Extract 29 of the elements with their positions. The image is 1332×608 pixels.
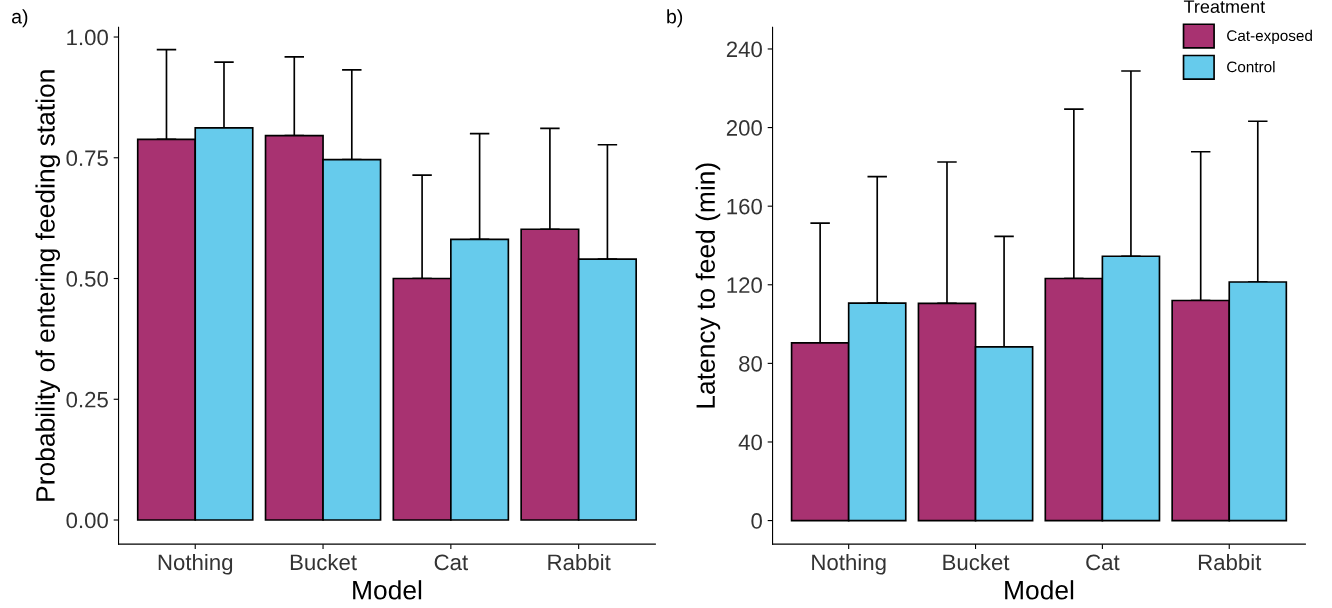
y-axis-title: Probability of entering feeding station — [35, 70, 61, 501]
chart-title: a) — [12, 9, 28, 28]
x-axis-title: Model — [353, 580, 422, 600]
y-tick-label: 0 — [751, 513, 762, 529]
y-tick-label: 120 — [727, 277, 762, 294]
y-tick-label: 0.75 — [66, 150, 108, 167]
x-tick-label: Bucket — [290, 553, 357, 571]
y-tick-label: 200 — [726, 120, 762, 136]
x-axis-title: Model — [1005, 580, 1074, 600]
y-tick-label: 0.25 — [66, 391, 108, 408]
legend-label: Cat-exposed — [1227, 29, 1312, 45]
x-tick-label: Bucket — [943, 553, 1010, 571]
x-tick-label: Cat — [1086, 554, 1120, 571]
x-tick-label: Cat — [434, 554, 468, 571]
y-tick-label: 1.00 — [67, 29, 108, 46]
y-tick-label: 0.00 — [66, 512, 108, 529]
y-axis-title: Latency to feed (min) — [695, 163, 721, 408]
y-tick-label: 40 — [738, 434, 762, 451]
x-tick-label: Rabbit — [548, 553, 611, 571]
y-tick-label: 160 — [727, 198, 762, 215]
y-tick-label: 0.50 — [66, 271, 108, 287]
x-tick-label: Nothing — [812, 553, 886, 575]
y-tick-label: 240 — [726, 41, 762, 58]
legend-title: Treatment — [1183, 0, 1265, 14]
legend-label: Control — [1227, 61, 1275, 73]
x-tick-label: Nothing — [158, 553, 233, 575]
x-tick-label: Rabbit — [1198, 553, 1262, 571]
y-tick-label: 80 — [739, 355, 762, 372]
chart-title: b) — [667, 9, 683, 28]
